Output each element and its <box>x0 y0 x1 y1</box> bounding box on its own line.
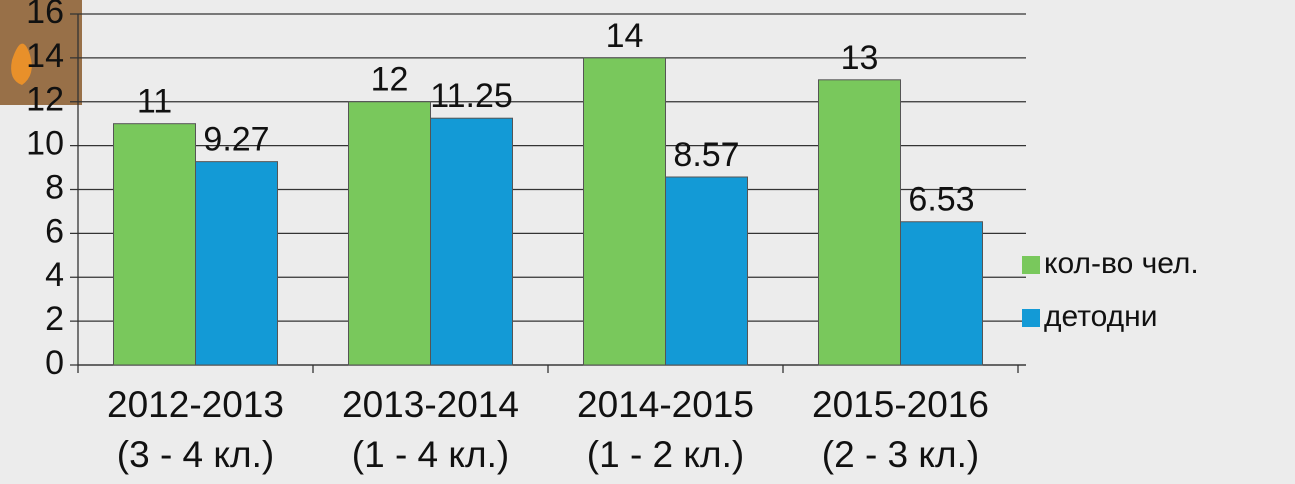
legend-swatch <box>1022 256 1040 274</box>
value-label: 12 <box>371 61 409 99</box>
bar <box>584 58 666 365</box>
x-tick-label: 2013-2014 <box>342 384 519 425</box>
legend-label: детодни <box>1044 300 1157 333</box>
bar <box>196 162 278 365</box>
bar <box>114 124 196 365</box>
bar <box>901 222 983 365</box>
value-label: 6.53 <box>908 181 974 219</box>
value-label: 9.27 <box>203 121 269 159</box>
value-label: 11.25 <box>430 77 513 115</box>
x-tick-label: (1 - 4 кл.) <box>352 434 509 475</box>
x-tick-label: 2012-2013 <box>107 384 284 425</box>
value-label: 8.57 <box>673 136 739 174</box>
y-tick-label: 2 <box>45 300 64 338</box>
y-tick-label: 10 <box>26 125 64 163</box>
legend-label: кол-во чел. <box>1044 247 1199 280</box>
y-tick-label: 6 <box>45 212 64 250</box>
bar <box>819 80 901 365</box>
value-label: 13 <box>841 39 879 77</box>
bar <box>666 177 748 365</box>
value-label: 11 <box>137 83 172 121</box>
y-tick-label: 0 <box>45 344 64 382</box>
y-tick-label: 4 <box>45 256 64 294</box>
y-tick-label: 12 <box>26 81 64 119</box>
x-tick-label: (3 - 4 кл.) <box>117 434 274 475</box>
chart: 0 2 4 6 8 10 12 14 16 2012-2013 (3 - 4 кл.) 11 9.27 2… <box>0 0 1295 484</box>
bar <box>349 102 431 365</box>
bar <box>431 118 513 365</box>
value-label: 14 <box>606 17 644 55</box>
x-tick-label: 2015-2016 <box>812 384 989 425</box>
x-tick-label: 2014-2015 <box>577 384 754 425</box>
y-tick-label: 8 <box>45 168 64 206</box>
x-tick-label: (2 - 3 кл.) <box>822 434 979 475</box>
legend-swatch <box>1022 309 1040 327</box>
y-tick-label: 16 <box>26 0 64 31</box>
y-tick-label: 14 <box>26 37 64 75</box>
x-tick-label: (1 - 2 кл.) <box>587 434 744 475</box>
